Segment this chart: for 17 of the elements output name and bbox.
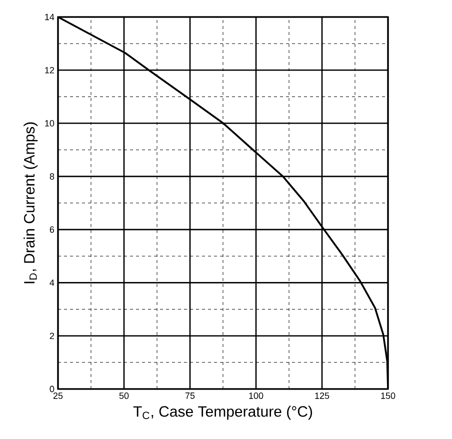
x-tick-label: 25 [53,392,63,399]
x-tick-label: 125 [315,392,330,399]
y-tick-label: 14 [45,14,54,20]
y-tick-label: 8 [50,173,54,180]
y-tick-label: 6 [50,226,54,233]
y-tick-label: 0 [50,386,54,392]
y-tick-label: 10 [45,120,54,126]
y-tick-label: 4 [50,280,54,286]
x-axis-title: T$_{C}$, Case Temperature (°C) [133,406,312,420]
line-series [58,16,388,389]
x-tick-label: 75 [185,392,195,399]
x-tick-label: 50 [119,392,129,399]
x-tick-label: 150 [381,392,396,399]
y-axis-title: I$_{D}$, Drain Current (Amps) [24,122,38,284]
y-tick-label: 2 [50,332,54,339]
x-tick-label: 100 [249,392,264,399]
y-tick-label: 12 [45,66,54,74]
